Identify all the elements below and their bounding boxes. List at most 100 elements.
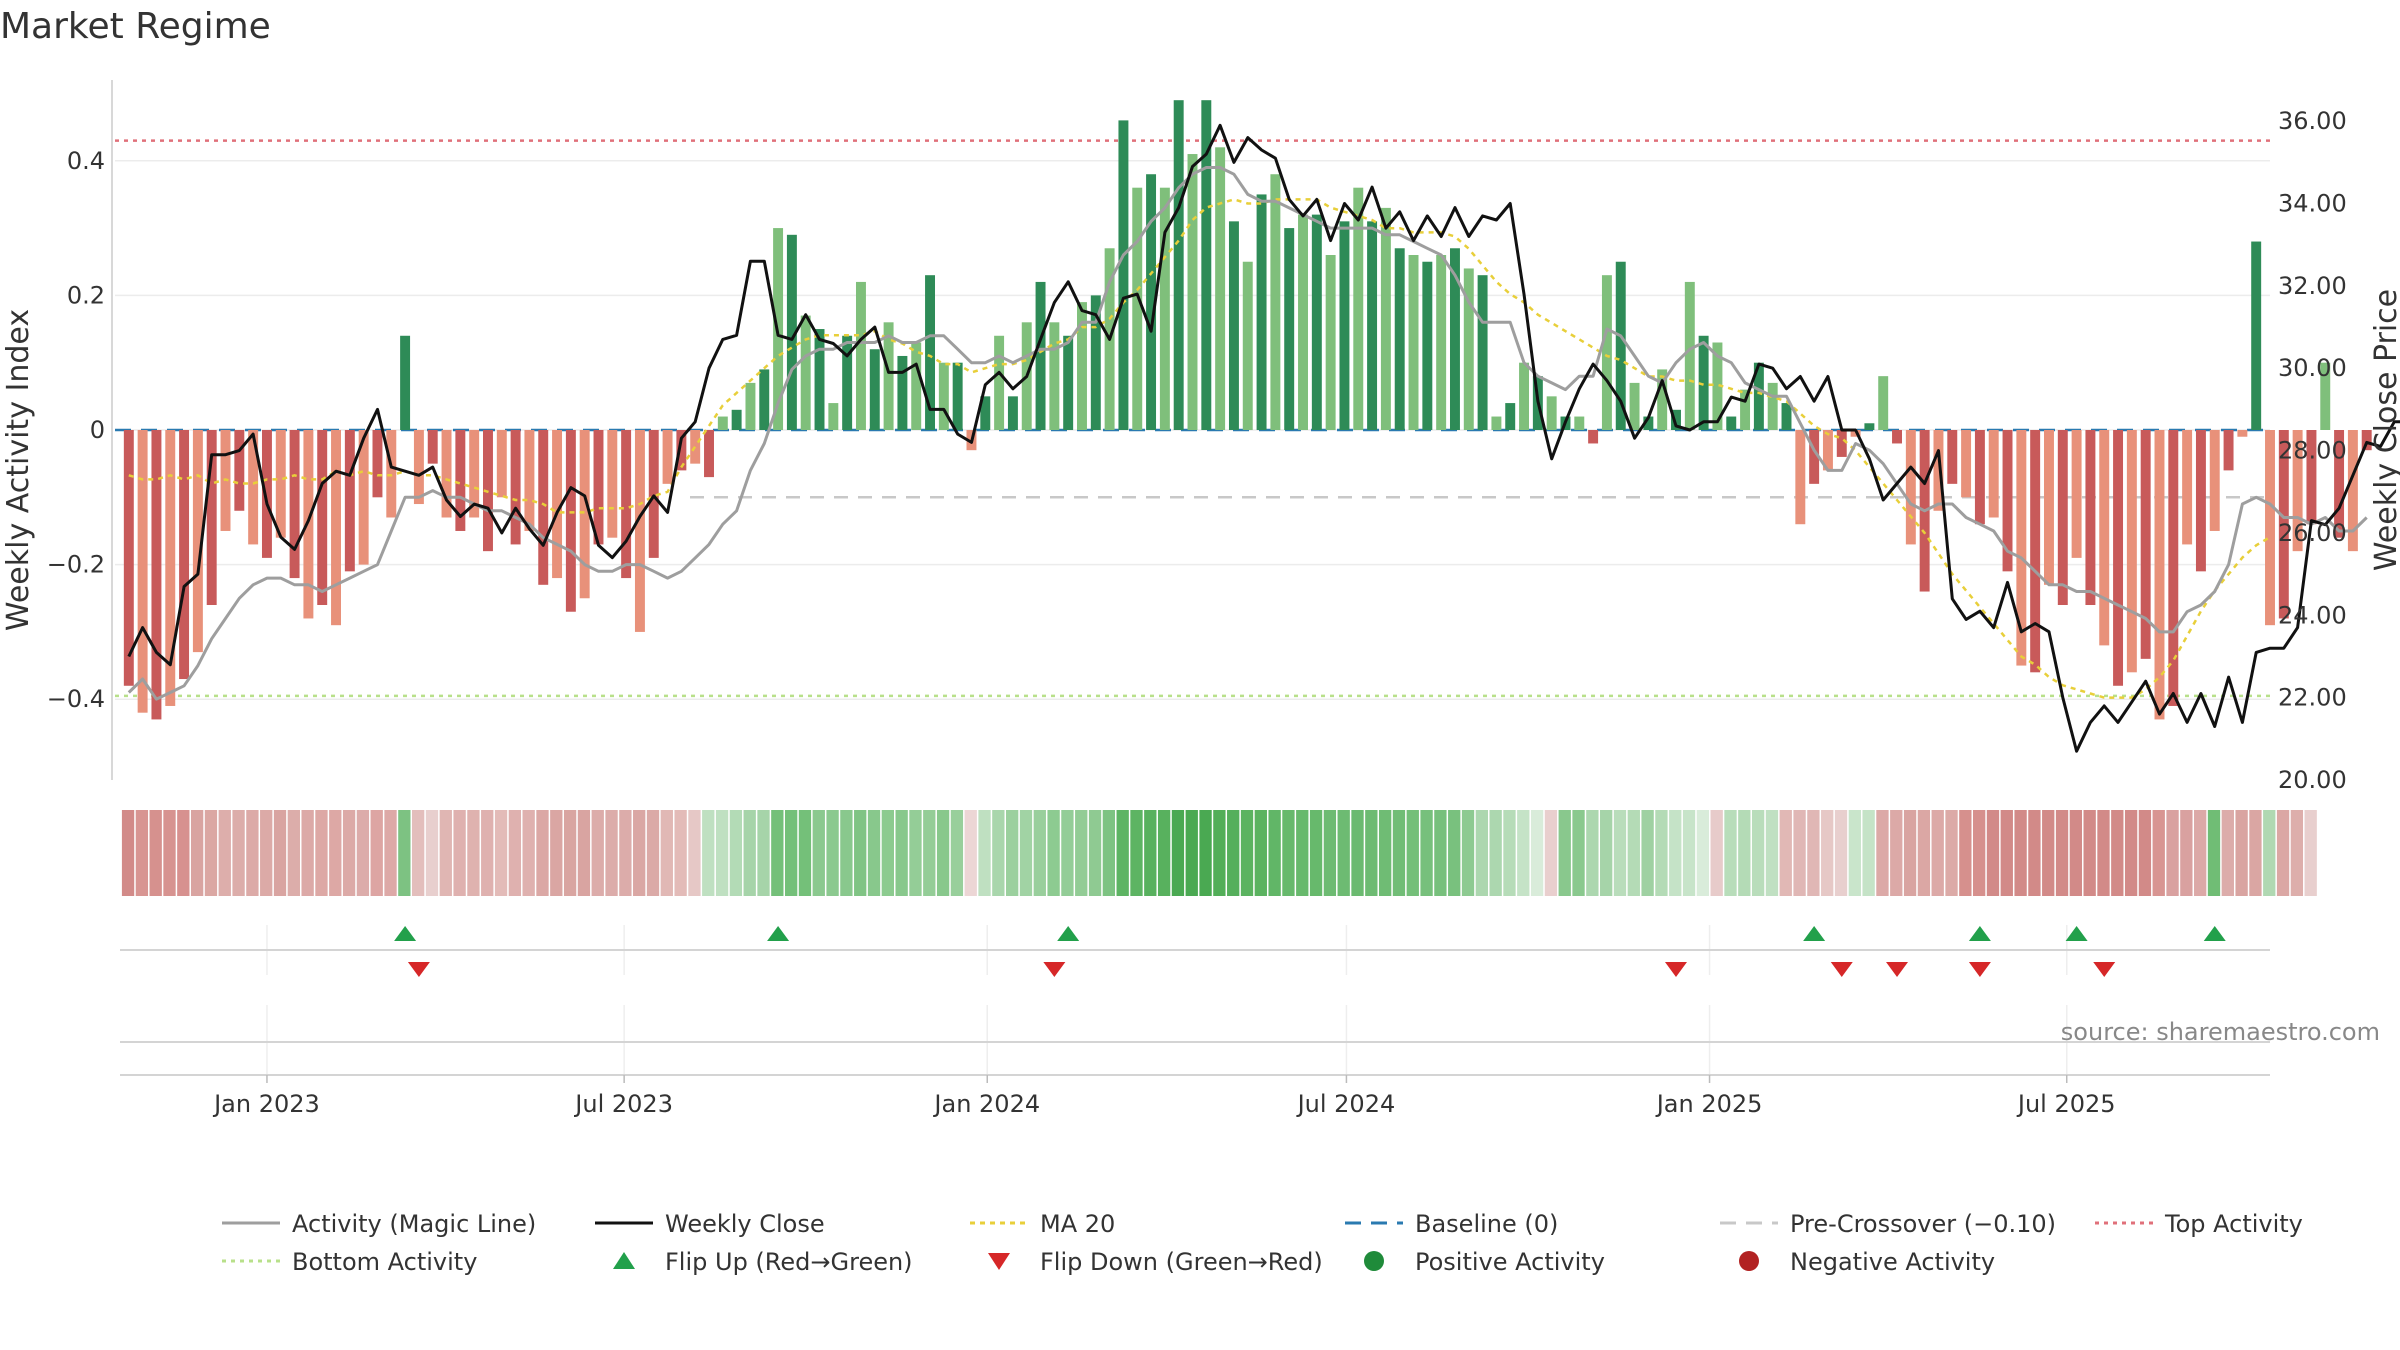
regime-cell <box>1088 810 1102 896</box>
flip-up-marker <box>1803 926 1826 941</box>
regime-cell <box>494 810 508 896</box>
legend-positive-activity-icon <box>1364 1251 1384 1271</box>
flip-up-marker <box>2065 926 2088 941</box>
activity-bar <box>1353 187 1364 430</box>
regime-cell <box>1738 810 1751 896</box>
flip-markers-panel <box>120 925 2270 977</box>
regime-cell <box>1282 810 1295 896</box>
ma20-line <box>128 198 2271 699</box>
regime-cell <box>1724 810 1737 896</box>
activity-bar <box>1698 335 1709 430</box>
activity-bar <box>855 281 866 430</box>
regime-cell <box>1834 810 1848 896</box>
activity-bar <box>634 430 645 632</box>
activity-bar <box>1781 403 1792 430</box>
right-tick-label: 28.00 <box>2278 437 2347 465</box>
activity-bar <box>662 430 673 484</box>
activity-bar <box>206 430 217 605</box>
activity-bar <box>911 342 922 430</box>
activity-bar <box>1159 187 1170 430</box>
regime-cell <box>619 810 632 896</box>
activity-bar <box>441 430 452 518</box>
regime-cell <box>2207 810 2221 896</box>
regime-cell <box>1006 810 1019 896</box>
regime-cell <box>1931 810 1944 896</box>
regime-cell <box>1171 810 1185 896</box>
regime-cell <box>563 810 577 896</box>
regime-cell <box>384 810 397 896</box>
activity-bar <box>1657 369 1668 430</box>
activity-bar <box>1132 187 1143 430</box>
regime-cell <box>1945 810 1958 896</box>
right-tick-label: 32.00 <box>2278 272 2347 300</box>
activity-bar <box>151 430 162 720</box>
regime-cell <box>1378 810 1392 896</box>
activity-bar <box>2154 430 2165 720</box>
activity-bar <box>552 430 563 579</box>
activity-bar <box>2223 430 2234 471</box>
regime-cell <box>1751 810 1765 896</box>
activity-bar <box>1974 430 1985 525</box>
activity-bar <box>1519 362 1530 430</box>
legend-flip-up-icon <box>613 1252 635 1269</box>
regime-cell <box>1807 810 1820 896</box>
regime-cell <box>812 810 825 896</box>
activity-bar <box>994 335 1005 430</box>
regime-cell <box>2304 810 2317 896</box>
activity-bar <box>2209 430 2220 531</box>
regime-cell <box>1365 810 1378 896</box>
activity-bars <box>123 100 2372 720</box>
regime-cell <box>370 810 383 896</box>
activity-bar <box>1491 416 1502 430</box>
activity-bar <box>538 430 549 585</box>
left-axis: 0.4 0.2 0 −0.2 −0.4 <box>47 80 113 780</box>
activity-bar <box>413 430 424 505</box>
activity-bar <box>372 430 383 498</box>
regime-cell <box>550 810 563 896</box>
activity-bar <box>1740 389 1751 430</box>
activity-bar <box>1298 214 1308 430</box>
activity-bar <box>1892 430 1902 444</box>
activity-bar <box>386 430 397 518</box>
x-tick-label: Jan 2024 <box>932 1090 1040 1118</box>
regime-cell <box>2249 810 2262 896</box>
regime-cell <box>2055 810 2069 896</box>
left-tick-label: −0.2 <box>47 551 105 579</box>
activity-bar <box>704 430 714 478</box>
activity-bar <box>1947 430 1958 484</box>
regime-cell <box>867 810 881 896</box>
regime-cell <box>1240 810 1254 896</box>
regime-cell <box>1793 810 1806 896</box>
left-axis-label: Weekly Activity Index <box>1 309 36 631</box>
activity-bar <box>2265 430 2275 626</box>
regime-cell <box>1019 810 1033 896</box>
x-axis: Jan 2023 Jul 2023 Jan 2024 Jul 2024 Jan 2025… <box>212 1075 2116 1118</box>
activity-bar <box>358 430 369 565</box>
activity-bar <box>565 430 576 612</box>
regime-cell <box>2290 810 2304 896</box>
regime-cell <box>1586 810 1599 896</box>
right-tick-label: 22.00 <box>2278 684 2347 712</box>
activity-bar <box>745 382 756 430</box>
activity-bar <box>2278 430 2289 619</box>
regime-cell <box>992 810 1005 896</box>
regime-cell <box>398 810 411 896</box>
activity-bar <box>1049 322 1060 430</box>
activity-bar <box>676 430 687 471</box>
regime-cell <box>1102 810 1116 896</box>
regime-cell <box>121 810 135 896</box>
regime-cell <box>1185 810 1198 896</box>
activity-bar <box>800 315 811 430</box>
activity-bar <box>1201 100 1212 430</box>
activity-bar <box>1380 207 1391 430</box>
regime-cell <box>356 810 370 896</box>
legend-negative-activity-icon <box>1739 1251 1759 1271</box>
activity-bar <box>123 430 134 686</box>
regime-cell <box>923 810 936 896</box>
regime-cell <box>2014 810 2027 896</box>
activity-bar <box>289 430 300 579</box>
activity-bar <box>2057 430 2068 605</box>
activity-bar <box>2195 430 2206 572</box>
regime-cell <box>412 810 425 896</box>
activity-bar <box>1933 430 1944 511</box>
